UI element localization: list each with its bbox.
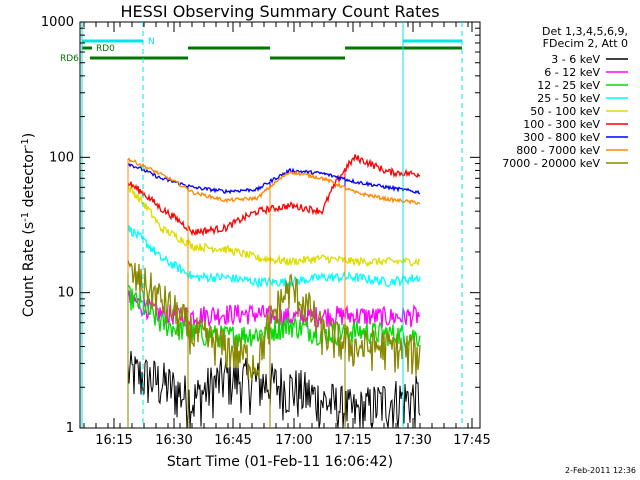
x-tick-label: 16:15: [95, 433, 132, 448]
series-layer: [127, 154, 421, 429]
series-line: [187, 303, 271, 327]
series-line: [127, 260, 189, 337]
series-line: [344, 271, 421, 288]
series-line: [127, 350, 189, 429]
rd6-label: RD6: [60, 54, 79, 64]
legend-label: 6 - 12 keV: [544, 66, 600, 79]
series-3: [127, 225, 421, 428]
timestamp: 2-Feb-2011 12:36: [565, 466, 636, 475]
x-tick-label: 16:45: [214, 433, 251, 448]
legend-label: 7000 - 20000 keV: [502, 157, 600, 170]
series-8: [127, 260, 421, 428]
x-axis: 16:15 16:30 16:45 17:00 17:15 17:30 17:45: [83, 22, 491, 448]
series-0: [127, 350, 421, 429]
series-line: [127, 157, 189, 191]
y-tick-label: 10: [57, 286, 74, 301]
rd0-label: RD0: [96, 44, 115, 54]
y-tick-label: 100: [49, 150, 74, 165]
series-line: [187, 270, 271, 290]
legend-label: 25 - 50 keV: [537, 92, 600, 105]
y-axis: 1 10 100 1000: [41, 15, 480, 436]
series-line: [269, 167, 346, 216]
series-line: [344, 154, 421, 179]
x-tick-label: 16:30: [155, 433, 192, 448]
legend-label: 300 - 800 keV: [523, 131, 600, 144]
series-line: [187, 357, 271, 429]
series-line: [187, 185, 271, 204]
legend-header: Det 1,3,4,5,6,9,: [542, 25, 628, 38]
series-line: [127, 184, 189, 247]
x-tick-label: 17:45: [453, 433, 490, 448]
series-line: [187, 309, 271, 381]
y-tick-label: 1000: [41, 15, 74, 30]
y-axis-label: Count Rate (s-1 detector-1): [20, 133, 37, 317]
series-line: [344, 186, 421, 205]
legend-label: 50 - 100 keV: [530, 105, 600, 118]
series-line: [187, 205, 271, 237]
series-line: [269, 169, 346, 189]
series-line: [187, 181, 271, 195]
legend-label: 100 - 300 keV: [523, 118, 600, 131]
legend-label: 3 - 6 keV: [551, 53, 600, 66]
series-line: [269, 270, 346, 289]
legend-label: 12 - 25 keV: [537, 79, 600, 92]
n-mode-label: N: [148, 37, 155, 47]
series-line: [127, 225, 189, 278]
series-line: [127, 290, 189, 328]
series-line: [269, 167, 346, 184]
mode-bars: N RD0 RD6: [60, 22, 463, 428]
series-line: [269, 273, 346, 360]
series-line: [269, 363, 346, 429]
chart-title: HESSI Observing Summary Count Rates: [120, 2, 439, 21]
y-tick-label: 1: [66, 421, 74, 436]
legend: Det 1,3,4,5,6,9,FDecim 2, Att 0 3 - 6 keV…: [502, 25, 628, 170]
x-tick-label: 17:15: [334, 433, 371, 448]
series-line: [344, 256, 421, 268]
legend-label: 800 - 7000 keV: [516, 144, 600, 157]
legend-header: FDecim 2, Att 0: [543, 37, 628, 50]
series-line: [344, 375, 421, 429]
series-line: [187, 238, 271, 264]
series-line: [269, 254, 346, 267]
plot-frame: [79, 21, 481, 429]
series-line: [344, 324, 421, 376]
series-line: [344, 304, 421, 328]
series-line: [344, 177, 421, 195]
x-tick-label: 17:00: [275, 433, 312, 448]
x-tick-label: 17:30: [394, 433, 431, 448]
series-line: [127, 181, 189, 232]
series-line: [187, 320, 271, 349]
series-2: [127, 284, 421, 428]
x-axis-label: Start Time (01-Feb-11 16:06:42): [167, 454, 393, 470]
